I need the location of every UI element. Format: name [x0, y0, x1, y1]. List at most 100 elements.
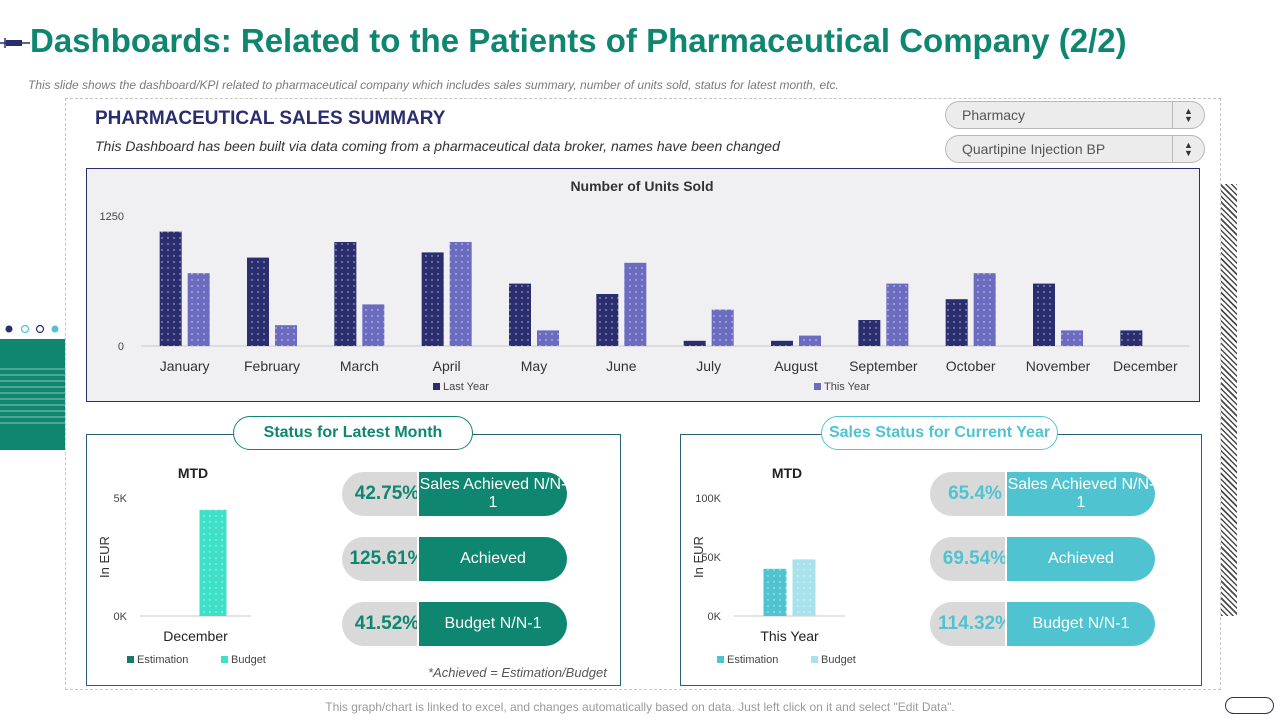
latest-month-tab: Status for Latest Month — [233, 416, 473, 450]
bar-texture — [973, 273, 996, 346]
y-tick-label: 0K — [708, 611, 722, 623]
legend-swatch — [127, 656, 134, 663]
summary-title: PHARMACEUTICAL SALES SUMMARY — [95, 108, 446, 129]
pill-decor — [1225, 697, 1274, 714]
bar-texture — [1033, 283, 1055, 346]
page-title: Dashboards: Related to the Patients of P… — [30, 22, 1127, 59]
mtd-month-chart[interactable]: MTD 0K 5K In EUR December Estimation Budget — [87, 435, 347, 685]
bar-texture — [624, 262, 647, 346]
kpi-label: Budget N/N-1 — [1005, 602, 1155, 646]
dashboard-frame — [65, 98, 1221, 690]
mtd-year-chart[interactable]: MTD 0K 50K 100K In EUR This Year Estimation Bud… — [681, 435, 941, 685]
bar-texture — [247, 257, 269, 346]
y-axis-label: In EUR — [97, 536, 112, 578]
x-tick-label: April — [433, 358, 461, 374]
units-sold-chart[interactable]: Number of Units Sold 0 1250 January Februar… — [86, 168, 1200, 402]
kpi-label: Achieved — [1005, 537, 1155, 581]
bar-texture — [199, 509, 227, 616]
units-sold-svg: Number of Units Sold 0 1250 January Februar… — [100, 178, 1189, 393]
pharmacy-dropdown[interactable]: Pharmacy ▲ ▼ — [945, 101, 1205, 129]
kpi-achieved-year: 69.54% Achieved — [930, 537, 1155, 581]
legend-label: Estimation — [137, 654, 188, 666]
bar-texture — [537, 330, 559, 346]
footer-note: This graph/chart is linked to excel, and… — [325, 700, 955, 714]
units-chart-title: Number of Units Sold — [570, 178, 713, 194]
sort-arrows-icon: ▲ ▼ — [1172, 102, 1204, 128]
bar-texture — [275, 325, 297, 346]
x-tick-label: December — [163, 628, 228, 644]
kpi-sales-achieved-month: 42.75% Sales Achieved N/N-1 — [342, 472, 567, 516]
x-tick-label: November — [1026, 358, 1091, 374]
x-tick-label: March — [340, 358, 379, 374]
kpi-label: Achieved — [417, 537, 567, 581]
bar-texture — [945, 299, 968, 346]
legend-label: Budget — [231, 654, 266, 666]
x-tick-label: September — [849, 358, 918, 374]
legend-label: Estimation — [727, 654, 778, 666]
bar-texture — [792, 559, 816, 616]
kpi-achieved-month: 125.61% Achieved — [342, 537, 567, 581]
x-tick-label: December — [1113, 358, 1178, 374]
x-tick-label: This Year — [760, 628, 819, 644]
bar-texture — [763, 568, 787, 616]
legend-label: Last Year — [443, 381, 489, 393]
x-tick-label: July — [696, 358, 721, 374]
y-tick-label: 0 — [118, 341, 124, 353]
x-tick-label: January — [160, 358, 210, 374]
legend-label: This Year — [824, 381, 870, 393]
bar-texture — [886, 283, 909, 346]
kpi-label: Budget N/N-1 — [417, 602, 567, 646]
sort-arrows-icon: ▲ ▼ — [1172, 136, 1204, 162]
kpi-label: Sales Achieved N/N-1 — [1005, 472, 1155, 516]
achieved-formula-note: *Achieved = Estimation/Budget — [428, 665, 607, 680]
syringe-icon — [0, 38, 30, 48]
mtd-title: MTD — [178, 465, 208, 481]
y-axis-label: In EUR — [691, 536, 706, 578]
current-year-tab: Sales Status for Current Year — [821, 416, 1058, 450]
legend-swatch — [221, 656, 228, 663]
pharmacy-dropdown-value: Pharmacy — [962, 107, 1026, 123]
kpi-budget-month: 41.52% Budget N/N-1 — [342, 602, 567, 646]
bar-texture — [334, 242, 357, 346]
product-dropdown[interactable]: Quartipine Injection BP ▲ ▼ — [945, 135, 1205, 163]
bar-texture — [771, 340, 793, 346]
bar-texture — [421, 252, 444, 346]
legend-label: Budget — [821, 654, 856, 666]
summary-note: This Dashboard has been built via data c… — [95, 138, 780, 154]
y-tick-label: 100K — [695, 493, 721, 505]
x-tick-label: June — [606, 358, 637, 374]
x-tick-label: May — [521, 358, 547, 374]
hatch-decor — [1221, 184, 1237, 616]
green-decor-block — [0, 339, 65, 450]
product-dropdown-value: Quartipine Injection BP — [962, 141, 1106, 157]
bar-texture — [362, 304, 385, 346]
bar-texture — [1120, 330, 1143, 346]
bar-texture — [1061, 330, 1083, 346]
kpi-budget-year: 114.32% Budget N/N-1 — [930, 602, 1155, 646]
legend-swatch — [814, 383, 821, 390]
y-tick-label: 5K — [114, 493, 128, 505]
legend-swatch — [717, 656, 724, 663]
bar-texture — [449, 242, 472, 346]
kpi-label: Sales Achieved N/N-1 — [417, 472, 567, 516]
bar-texture — [799, 335, 821, 346]
bar-texture — [159, 231, 182, 346]
legend-swatch — [811, 656, 818, 663]
x-tick-label: October — [946, 358, 996, 374]
y-tick-label: 0K — [114, 611, 128, 623]
y-tick-label: 1250 — [100, 211, 124, 223]
y-tick-label: 50K — [701, 552, 721, 564]
bar-texture — [509, 283, 531, 346]
bar-texture — [187, 273, 210, 346]
x-tick-label: February — [244, 358, 300, 374]
bar-texture — [596, 294, 619, 346]
bar-texture — [711, 309, 734, 346]
kpi-sales-achieved-year: 65.4% Sales Achieved N/N-1 — [930, 472, 1155, 516]
bar-texture — [683, 340, 706, 346]
mtd-title: MTD — [772, 465, 802, 481]
page-subtitle: This slide shows the dashboard/KPI relat… — [28, 78, 839, 92]
x-tick-label: August — [774, 358, 818, 374]
bar-texture — [858, 320, 881, 346]
slide-dots-decor — [5, 324, 59, 334]
legend-swatch — [433, 383, 440, 390]
